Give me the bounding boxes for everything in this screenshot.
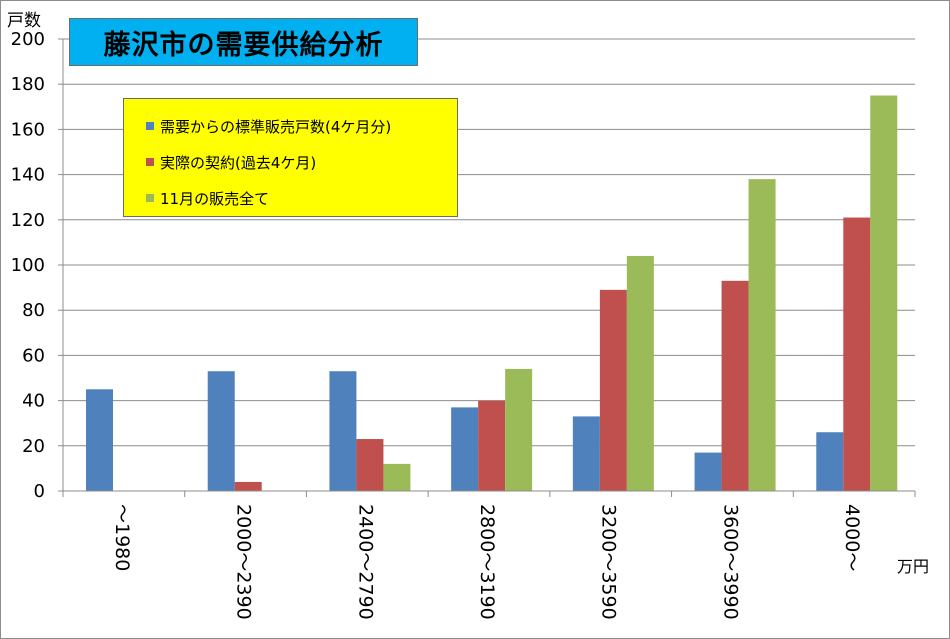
bar-actual-contracts bbox=[234, 481, 262, 491]
y-axis-label: 戸数 bbox=[7, 11, 41, 31]
legend: 需要からの標準販売戸数(4ケ月分) 実際の契約(過去4ケ月) 11月の販売全て bbox=[123, 98, 458, 217]
legend-item-standard-sales: 需要からの標準販売戸数(4ケ月分) bbox=[124, 108, 457, 144]
y-tick-label: 200 bbox=[11, 29, 45, 50]
legend-swatch bbox=[146, 194, 154, 202]
y-tick-label: 160 bbox=[11, 119, 45, 140]
legend-swatch bbox=[146, 122, 154, 130]
bars bbox=[86, 95, 898, 492]
bar-standard-sales bbox=[86, 389, 113, 491]
bar-actual-contracts bbox=[843, 217, 871, 492]
bar-actual-contracts bbox=[721, 280, 749, 491]
legend-label: 需要からの標準販売戸数(4ケ月分) bbox=[160, 117, 392, 136]
bar-november-sales bbox=[870, 95, 898, 491]
x-axis-ticks: ～1980 2000～2390 2400～2790 2800～3190 3200～359… bbox=[111, 504, 863, 620]
y-tick-label: 180 bbox=[11, 74, 45, 95]
bar-standard-sales bbox=[572, 416, 600, 491]
y-tick-label: 100 bbox=[11, 255, 45, 276]
x-tick-label: 3200～3590 bbox=[598, 504, 620, 620]
legend-item-november-sales: 11月の販売全て bbox=[124, 180, 457, 216]
y-tick-label: 140 bbox=[11, 165, 45, 186]
x-axis bbox=[62, 490, 916, 497]
legend-swatch bbox=[146, 158, 154, 166]
x-tick-label: 3600～3990 bbox=[719, 504, 741, 620]
bar-standard-sales bbox=[207, 371, 235, 491]
bar-standard-sales bbox=[816, 432, 844, 491]
x-tick-label: 2400～2790 bbox=[354, 504, 376, 620]
chart-title: 藤沢市の需要供給分析 bbox=[103, 29, 384, 61]
y-axis-ticks: 0 20 40 60 80 100 120 140 160 180 200 bbox=[11, 29, 64, 502]
bar-standard-sales bbox=[329, 371, 357, 491]
x-axis-label: 万円 bbox=[897, 557, 930, 576]
y-tick-label: 20 bbox=[22, 436, 45, 457]
bar-november-sales bbox=[748, 179, 776, 491]
y-tick-label: 80 bbox=[22, 300, 45, 321]
bar-actual-contracts bbox=[599, 289, 627, 491]
x-tick-label: 2800～3190 bbox=[476, 504, 498, 620]
legend-label: 11月の販売全て bbox=[160, 189, 270, 208]
bar-november-sales bbox=[383, 463, 411, 491]
bar-actual-contracts bbox=[356, 439, 384, 491]
bar-november-sales bbox=[505, 368, 533, 491]
y-tick-label: 40 bbox=[22, 391, 45, 412]
y-tick-label: 0 bbox=[34, 481, 45, 502]
bar-standard-sales bbox=[451, 407, 479, 491]
legend-item-actual-contracts: 実際の契約(過去4ケ月) bbox=[124, 144, 457, 180]
x-tick-label: 4000～ bbox=[841, 504, 863, 571]
bar-actual-contracts bbox=[478, 400, 506, 491]
bar-standard-sales bbox=[694, 452, 722, 491]
legend-label: 実際の契約(過去4ケ月) bbox=[160, 153, 317, 172]
chart-title-box: 藤沢市の需要供給分析 bbox=[69, 18, 418, 66]
y-tick-label: 60 bbox=[22, 345, 45, 366]
bar-november-sales bbox=[626, 255, 654, 491]
y-tick-label: 120 bbox=[11, 210, 45, 231]
x-tick-label: 2000～2390 bbox=[233, 504, 255, 620]
x-tick-label: ～1980 bbox=[111, 504, 133, 571]
